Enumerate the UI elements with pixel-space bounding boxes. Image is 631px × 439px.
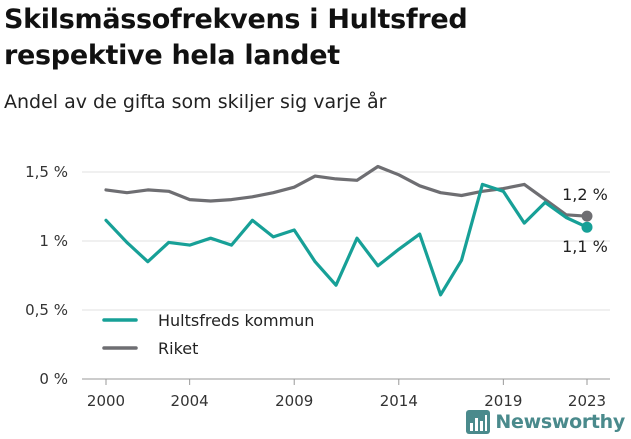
legend-label: Hultsfreds kommun [158, 311, 314, 330]
series-line-riket [104, 164, 589, 218]
bar-chart-logo-icon [466, 410, 491, 434]
legend: Hultsfreds kommun Riket [102, 311, 314, 358]
chart-subtitle: Andel av de gifta som skiljer sig varje … [4, 91, 387, 113]
axis-layer: 0 % 0,5 % 1 % 1,5 % 2000 2004 2009 2014 2019 2023 [25, 163, 606, 410]
y-tick-label: 1,5 % [25, 163, 68, 181]
x-tick-label: 2023 [568, 392, 606, 410]
x-tick-label: 2004 [171, 392, 209, 410]
series-line-hultsfred [104, 182, 589, 297]
end-point-hultsfred [581, 221, 593, 233]
y-tick-label: 0,5 % [25, 301, 68, 319]
x-tick-label: 2000 [87, 392, 125, 410]
newsworthy-brand: Newsworthy [465, 409, 625, 435]
end-label-hultsfred: 1,1 % [562, 237, 608, 256]
y-tick-label: 1 % [39, 232, 68, 250]
x-tick-label: 2009 [275, 392, 313, 410]
y-tick-label: 0 % [39, 370, 68, 388]
x-tick-label: 2019 [484, 392, 522, 410]
chart-title: Skilsmässofrekvens i Hultsfred respektiv… [4, 4, 468, 71]
legend-label: Riket [158, 339, 198, 358]
x-tick-label: 2014 [380, 392, 418, 410]
series-layer: 1,2 % 1,1 % [104, 164, 608, 297]
brand-name: Newsworthy [495, 411, 625, 433]
end-point-riket [581, 210, 593, 222]
end-label-riket: 1,2 % [562, 185, 608, 204]
